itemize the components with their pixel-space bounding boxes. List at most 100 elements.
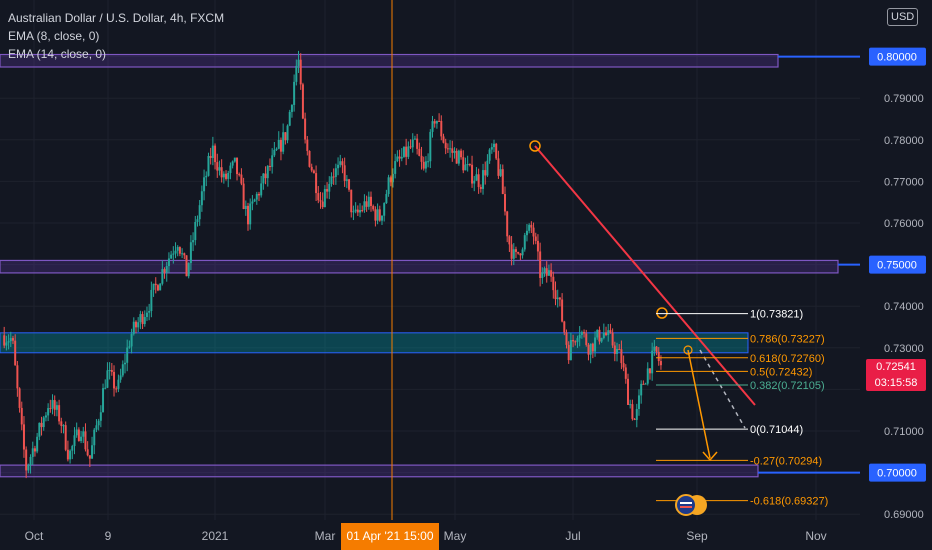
- candle-body: [251, 201, 254, 204]
- candle-body: [229, 165, 232, 173]
- time-tick: Nov: [805, 529, 826, 543]
- candle-body: [356, 209, 359, 213]
- candle-body: [659, 361, 662, 366]
- candle-body: [493, 143, 496, 148]
- candle-body: [113, 371, 116, 389]
- candle-body: [525, 230, 528, 236]
- time-tick: Oct: [25, 529, 44, 543]
- candle-body: [25, 449, 28, 471]
- candle-body: [374, 209, 377, 221]
- candle-body: [332, 176, 335, 178]
- candle-body: [293, 81, 296, 105]
- candle-body: [655, 346, 658, 352]
- candle-body: [143, 317, 146, 325]
- candle-body: [60, 421, 63, 426]
- candle-body: [174, 250, 177, 254]
- candle-body: [88, 455, 91, 459]
- candle-body: [418, 148, 421, 156]
- candle-body: [648, 368, 651, 374]
- candle-body: [156, 285, 159, 291]
- candle-body: [372, 205, 375, 210]
- candle-body: [154, 283, 157, 286]
- candle-body: [102, 388, 105, 413]
- level-price-tag: [869, 255, 926, 274]
- candle-body: [490, 147, 493, 150]
- candle-body: [11, 338, 14, 341]
- candle-body: [580, 332, 583, 335]
- candle-body: [231, 161, 234, 166]
- time-tick: Mar: [315, 529, 336, 543]
- candle-body: [569, 339, 572, 361]
- candle-body: [565, 332, 568, 345]
- candle-body: [613, 345, 616, 354]
- price-tick: 0.71000: [884, 426, 924, 438]
- candle-body: [545, 268, 548, 276]
- candle-body: [367, 196, 370, 207]
- candle-body: [163, 269, 166, 273]
- candle-body: [148, 310, 151, 313]
- candle-body: [152, 283, 155, 290]
- candle-body: [9, 338, 12, 342]
- flag-stripe: [680, 502, 692, 504]
- candle-body: [431, 121, 434, 132]
- candle-body: [319, 200, 322, 202]
- candle-body: [178, 247, 181, 254]
- level-price-label: 0.80000: [877, 52, 917, 64]
- candle-body: [407, 146, 410, 157]
- candle-body: [106, 370, 109, 388]
- candle-body: [66, 449, 69, 460]
- candle-body: [598, 329, 601, 342]
- crosshair-time-label: 01 Apr '21 15:00: [341, 523, 439, 550]
- candle-body: [134, 321, 137, 328]
- candle-body: [165, 266, 168, 273]
- candle-body: [543, 268, 546, 273]
- candle-body: [115, 388, 118, 390]
- candle-body: [18, 388, 21, 408]
- ema8-indicator[interactable]: EMA (8, close, 0): [8, 29, 100, 43]
- candle-body: [277, 139, 280, 149]
- candle-body: [82, 431, 85, 437]
- currency-badge[interactable]: USD: [887, 8, 919, 26]
- candle-body: [547, 270, 550, 276]
- candle-body: [3, 335, 6, 346]
- candle-body: [58, 405, 61, 422]
- candle-body: [646, 368, 649, 384]
- candle-body: [413, 138, 416, 140]
- price-tick: 0.76000: [884, 218, 924, 230]
- candle-body: [394, 161, 397, 174]
- candle-body: [350, 189, 353, 213]
- candle-body: [589, 343, 592, 355]
- candle-body: [402, 146, 405, 157]
- candle-body: [594, 337, 597, 352]
- candle-body: [460, 150, 463, 158]
- candle-body: [323, 189, 326, 208]
- candle-body: [203, 177, 206, 192]
- candle-body: [486, 160, 489, 176]
- candle-body: [42, 417, 45, 428]
- candle-body: [192, 240, 195, 243]
- ema14-indicator[interactable]: EMA (14, close, 0): [8, 47, 107, 61]
- candle-body: [510, 244, 513, 259]
- arrow-head: [702, 451, 718, 462]
- candle-body: [453, 150, 456, 153]
- candle-body: [198, 205, 201, 220]
- candle-body: [405, 146, 408, 157]
- candle-body: [139, 314, 142, 323]
- candle-body: [253, 199, 256, 202]
- candle-body: [561, 299, 564, 322]
- candle-body: [33, 448, 36, 452]
- candle-body: [359, 210, 362, 213]
- candle-body: [624, 367, 627, 379]
- candle-body: [119, 375, 122, 380]
- candle-body: [651, 350, 654, 374]
- candle-body: [97, 420, 100, 426]
- candle-body: [539, 251, 542, 278]
- candle-body: [433, 121, 436, 124]
- candle-body: [574, 341, 577, 343]
- candle-body: [370, 196, 373, 206]
- fib-label: 0.618(0.72760): [750, 353, 825, 365]
- time-tick: 9: [105, 529, 112, 543]
- candle-body: [517, 251, 520, 254]
